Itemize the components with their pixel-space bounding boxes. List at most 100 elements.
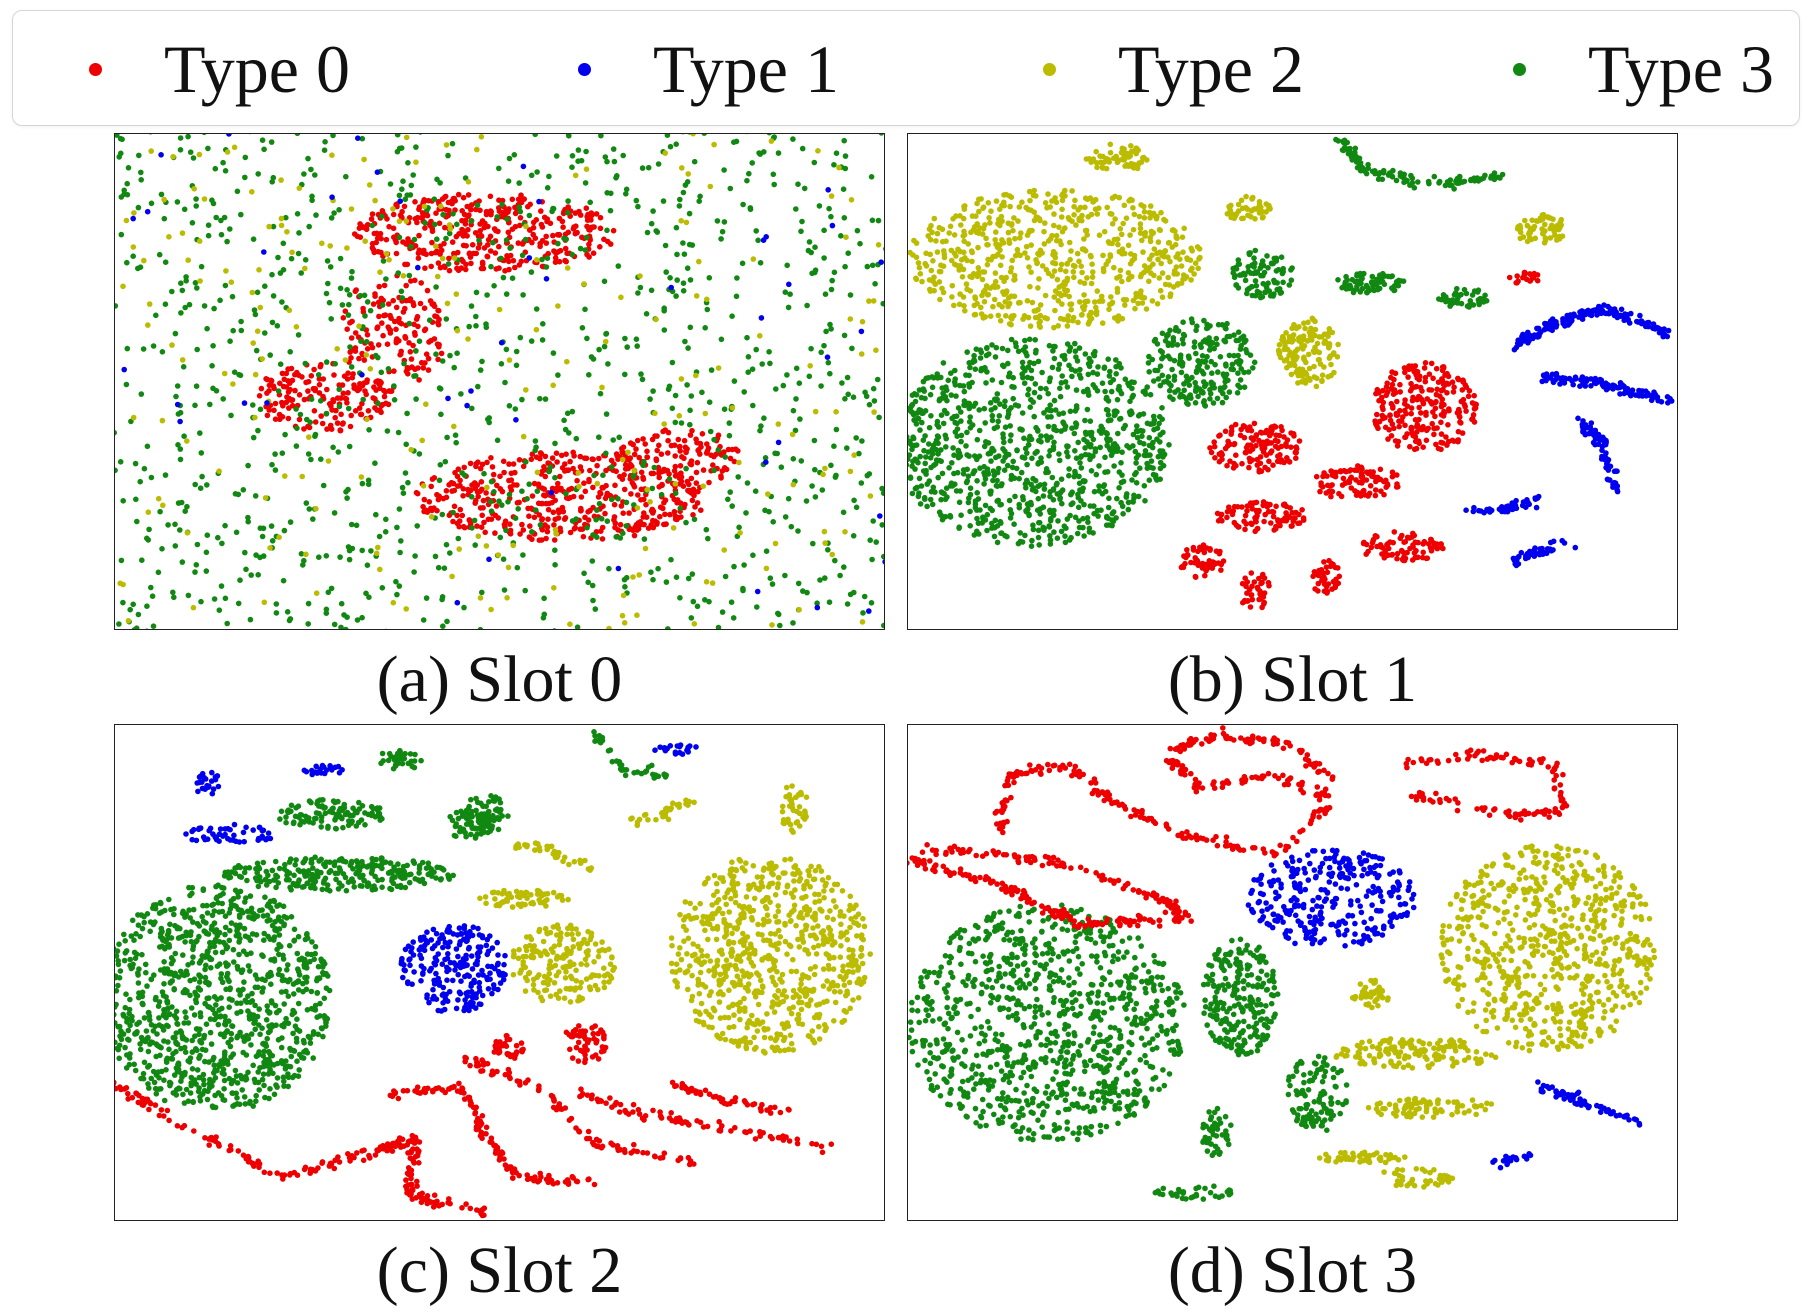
point-type-0 [357, 234, 364, 240]
point-type-2 [936, 224, 943, 231]
point-type-3 [749, 366, 756, 372]
point-type-2 [969, 258, 975, 265]
point-type-2 [506, 357, 513, 363]
point-type-3 [957, 488, 964, 494]
point-type-2 [1088, 280, 1095, 287]
point-type-2 [987, 220, 993, 226]
point-type-3 [227, 338, 233, 344]
point-type-2 [1129, 148, 1135, 155]
point-type-0 [352, 348, 359, 354]
point-type-0 [628, 491, 634, 497]
point-type-2 [1035, 314, 1041, 321]
point-type-2 [166, 234, 172, 240]
point-type-3 [469, 405, 475, 412]
point-type-3 [866, 401, 873, 408]
point-type-2 [1149, 298, 1156, 304]
point-type-3 [565, 198, 571, 204]
point-type-3 [393, 578, 399, 585]
point-type-3 [1499, 171, 1506, 178]
point-type-2 [454, 327, 461, 334]
point-type-3 [552, 440, 558, 447]
point-type-3 [818, 349, 824, 356]
point-type-3 [1133, 469, 1139, 476]
point-type-3 [115, 303, 119, 309]
point-type-3 [1051, 355, 1058, 362]
point-type-3 [1247, 250, 1253, 256]
point-type-3 [501, 587, 508, 593]
point-type-3 [706, 275, 713, 281]
point-type-2 [1081, 236, 1087, 242]
point-type-0 [611, 514, 618, 520]
point-type-3 [1234, 390, 1241, 396]
point-type-3 [972, 366, 979, 372]
point-type-3 [205, 232, 212, 239]
point-type-3 [1170, 335, 1177, 341]
point-type-0 [516, 499, 522, 506]
point-type-0 [370, 246, 377, 253]
point-type-3 [1443, 298, 1449, 305]
point-type-3 [533, 306, 540, 312]
point-type-3 [696, 198, 702, 204]
point-type-2 [1184, 255, 1190, 261]
point-type-3 [726, 420, 733, 426]
point-type-3 [217, 297, 223, 304]
point-type-3 [1056, 457, 1063, 464]
point-type-2 [1109, 195, 1116, 201]
point-type-0 [435, 198, 442, 205]
point-type-3 [272, 451, 278, 457]
point-type-3 [655, 565, 661, 572]
point-type-3 [222, 595, 229, 602]
point-type-2 [293, 324, 300, 330]
point-type-2 [1059, 197, 1066, 204]
point-type-3 [1125, 499, 1132, 506]
point-type-3 [162, 259, 169, 265]
point-type-3 [118, 231, 125, 238]
point-type-2 [1024, 232, 1031, 238]
point-type-2 [329, 152, 335, 158]
point-type-3 [753, 346, 759, 353]
point-type-0 [478, 232, 484, 239]
point-type-3 [598, 134, 604, 139]
point-type-0 [376, 283, 383, 290]
point-type-2 [1115, 241, 1121, 248]
point-type-3 [971, 352, 977, 359]
point-type-3 [744, 480, 751, 486]
point-type-3 [989, 412, 996, 419]
point-type-2 [961, 206, 968, 212]
point-type-3 [253, 552, 259, 558]
point-type-3 [174, 383, 181, 389]
point-type-3 [1223, 325, 1229, 332]
point-type-3 [956, 524, 962, 530]
point-type-2 [1094, 164, 1100, 171]
point-type-2 [1006, 300, 1013, 307]
point-type-3 [155, 569, 162, 576]
point-type-3 [252, 311, 259, 318]
point-type-2 [299, 473, 305, 480]
point-type-0 [520, 527, 527, 533]
point-type-0 [324, 426, 330, 432]
point-type-3 [777, 622, 783, 629]
point-type-0 [648, 508, 655, 514]
point-type-3 [1066, 466, 1072, 472]
point-type-3 [589, 558, 596, 564]
point-type-0 [374, 325, 380, 332]
point-type-3 [1000, 446, 1006, 452]
point-type-3 [192, 481, 198, 488]
point-type-3 [1140, 411, 1147, 417]
point-type-3 [1113, 363, 1119, 370]
point-type-2 [950, 216, 956, 222]
point-type-3 [138, 391, 145, 397]
point-type-2 [916, 264, 923, 271]
point-type-0 [657, 513, 663, 520]
point-type-3 [741, 562, 747, 568]
point-type-2 [700, 483, 706, 490]
point-type-3 [472, 542, 479, 548]
point-type-3 [673, 574, 680, 580]
point-type-3 [1020, 496, 1026, 503]
point-type-0 [418, 280, 425, 286]
point-type-2 [1180, 249, 1186, 255]
point-type-3 [812, 494, 819, 500]
point-type-3 [954, 420, 960, 427]
point-type-3 [248, 572, 254, 578]
point-type-0 [333, 407, 339, 414]
